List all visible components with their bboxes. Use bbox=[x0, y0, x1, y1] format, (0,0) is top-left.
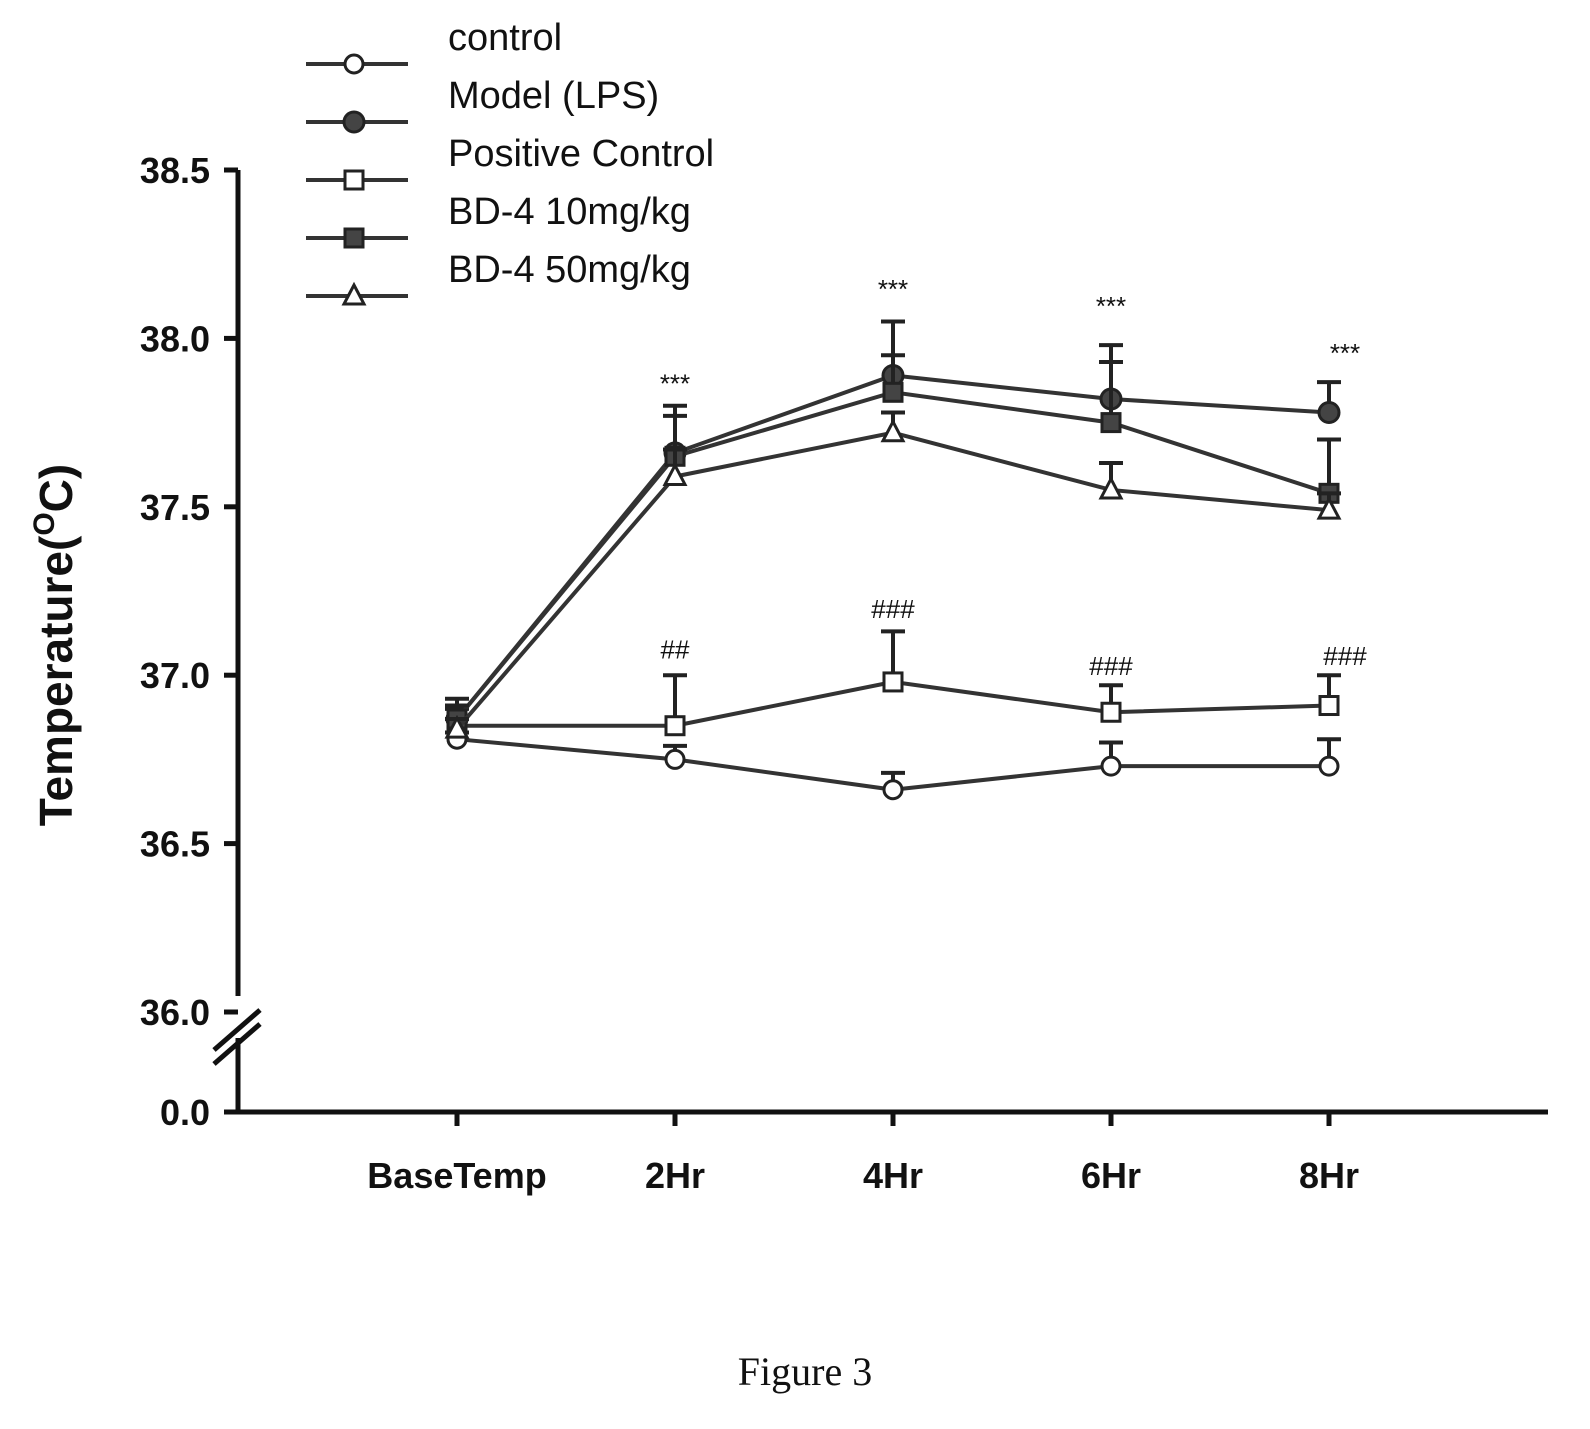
significance-mark: *** bbox=[660, 368, 690, 398]
legend-item: BD-4 50mg/kg bbox=[306, 249, 691, 306]
data-point bbox=[1316, 495, 1342, 520]
data-point bbox=[1318, 695, 1340, 717]
legend-label: Positive Control bbox=[448, 133, 714, 175]
y-tick-label: 37.0 bbox=[140, 655, 210, 696]
y-axis: 0.0 36.0 36.5 37.0 37.5 38.0 38.5 bbox=[140, 150, 262, 1133]
legend-label: BD-4 10mg/kg bbox=[448, 191, 691, 233]
x-tick-label: 8Hr bbox=[1299, 1155, 1359, 1196]
y-tick-label: 36.5 bbox=[140, 824, 210, 865]
series-2 bbox=[445, 629, 1341, 737]
data-point bbox=[882, 779, 904, 801]
legend-label: Model (LPS) bbox=[448, 75, 659, 117]
legend-item: BD-4 10mg/kg bbox=[306, 191, 691, 249]
legend: control Model (LPS) Positive Control BD-4 1… bbox=[306, 17, 714, 306]
axis-break-mark bbox=[212, 1008, 262, 1052]
y-tick-label: 36.0 bbox=[140, 992, 210, 1033]
y-tick-label: 38.5 bbox=[140, 150, 210, 191]
data-point bbox=[1098, 475, 1124, 500]
data-point bbox=[1100, 701, 1122, 723]
series-4 bbox=[444, 410, 1342, 739]
legend-item: Model (LPS) bbox=[306, 75, 659, 134]
legend-marker bbox=[343, 169, 365, 191]
data-point bbox=[444, 714, 470, 739]
data-point bbox=[882, 381, 904, 403]
data-point bbox=[880, 418, 906, 443]
significance-mark: ### bbox=[1089, 651, 1133, 681]
legend-label: BD-4 50mg/kg bbox=[448, 249, 691, 291]
significance-mark: *** bbox=[1330, 338, 1360, 368]
significance-annotations: ************######## ### bbox=[660, 274, 1367, 681]
x-tick-label: 6Hr bbox=[1081, 1155, 1141, 1196]
y-axis-label: Temperature(OC) bbox=[28, 464, 82, 826]
x-tick-label: 2Hr bbox=[645, 1155, 705, 1196]
data-point bbox=[1317, 400, 1341, 424]
series-0 bbox=[445, 728, 1341, 801]
significance-mark: ## bbox=[661, 634, 690, 664]
x-tick-label: 4Hr bbox=[863, 1155, 923, 1196]
legend-item: Positive Control bbox=[306, 133, 714, 191]
y-tick-label: 37.5 bbox=[140, 487, 210, 528]
figure-caption: Figure 3 bbox=[738, 1349, 872, 1394]
significance-mark: *** bbox=[1096, 291, 1126, 321]
legend-marker bbox=[343, 53, 365, 75]
data-point bbox=[882, 671, 904, 693]
significance-mark: *** bbox=[878, 274, 908, 304]
legend-marker bbox=[343, 227, 365, 249]
legend-marker bbox=[342, 110, 366, 134]
x-tick-label: BaseTemp bbox=[367, 1155, 546, 1196]
series-layer bbox=[444, 319, 1342, 801]
axis-break-mark bbox=[212, 1022, 262, 1066]
data-point bbox=[664, 715, 686, 737]
y-tick-label: 38.0 bbox=[140, 318, 210, 359]
significance-mark: ### bbox=[871, 594, 915, 624]
significance-mark: ### bbox=[1323, 641, 1367, 671]
y-tick-label: 0.0 bbox=[160, 1092, 210, 1133]
legend-item: control bbox=[306, 17, 562, 75]
data-point bbox=[1318, 755, 1340, 777]
data-point bbox=[1100, 755, 1122, 777]
legend-marker bbox=[341, 281, 367, 306]
data-point bbox=[664, 748, 686, 770]
legend-label: control bbox=[448, 17, 562, 59]
x-axis: BaseTemp 2Hr 4Hr 6Hr 8Hr bbox=[238, 1109, 1548, 1196]
data-point bbox=[662, 462, 688, 486]
data-point bbox=[1100, 412, 1122, 434]
